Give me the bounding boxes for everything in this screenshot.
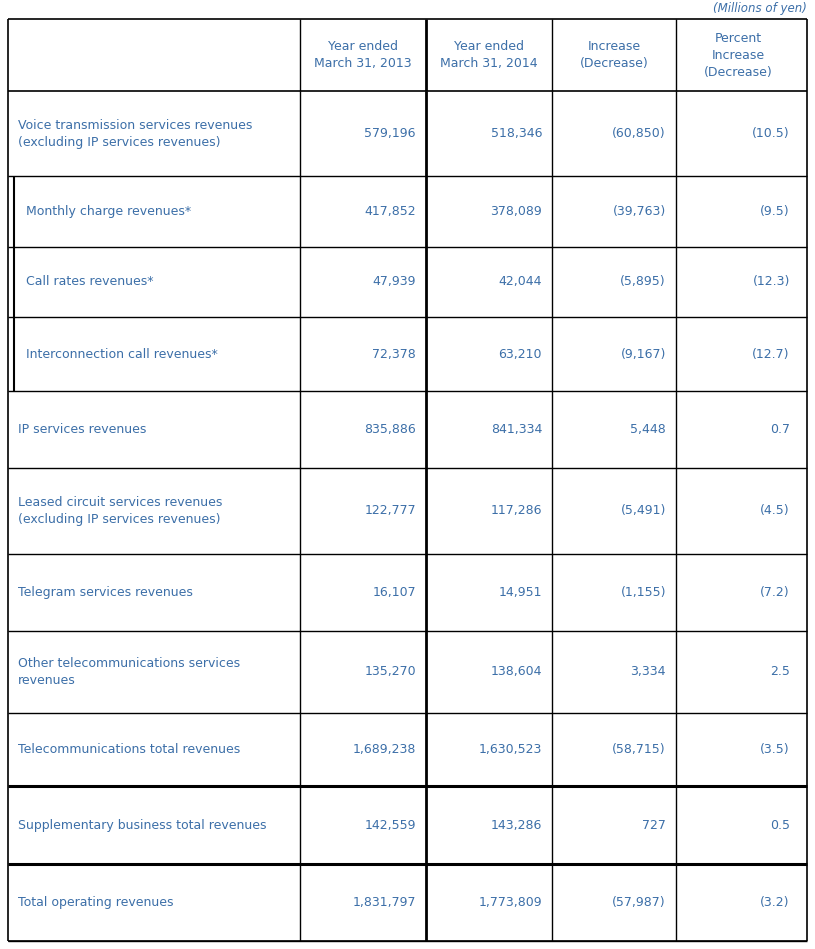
Text: (3.5): (3.5) <box>760 743 790 756</box>
Text: (12.3): (12.3) <box>752 275 790 288</box>
Text: (39,763): (39,763) <box>613 205 666 218</box>
Text: Telegram services revenues: Telegram services revenues <box>18 586 193 599</box>
Text: 835,886: 835,886 <box>364 423 416 437</box>
Text: Interconnection call revenues*: Interconnection call revenues* <box>26 347 218 361</box>
Text: 841,334: 841,334 <box>491 423 542 437</box>
Text: 1,831,797: 1,831,797 <box>352 896 416 909</box>
Text: 0.5: 0.5 <box>770 819 790 831</box>
Text: (7.2): (7.2) <box>760 586 790 599</box>
Text: Monthly charge revenues*: Monthly charge revenues* <box>26 205 192 218</box>
Text: 1,773,809: 1,773,809 <box>478 896 542 909</box>
Text: IP services revenues: IP services revenues <box>18 423 147 437</box>
Text: 378,089: 378,089 <box>491 205 542 218</box>
Text: 138,604: 138,604 <box>491 665 542 679</box>
Text: 0.7: 0.7 <box>770 423 790 437</box>
Text: (5,895): (5,895) <box>620 275 666 288</box>
Text: (10.5): (10.5) <box>752 127 790 140</box>
Text: (4.5): (4.5) <box>760 504 790 517</box>
Text: (9.5): (9.5) <box>760 205 790 218</box>
Text: 72,378: 72,378 <box>372 347 416 361</box>
Text: (3.2): (3.2) <box>760 896 790 909</box>
Text: Supplementary business total revenues: Supplementary business total revenues <box>18 819 267 831</box>
Text: 1,630,523: 1,630,523 <box>478 743 542 756</box>
Text: Increase
(Decrease): Increase (Decrease) <box>579 40 649 70</box>
Text: Total operating revenues: Total operating revenues <box>18 896 174 909</box>
Text: (57,987): (57,987) <box>612 896 666 909</box>
Text: Telecommunications total revenues: Telecommunications total revenues <box>18 743 240 756</box>
Text: 5,448: 5,448 <box>630 423 666 437</box>
Text: 3,334: 3,334 <box>631 665 666 679</box>
Text: Call rates revenues*: Call rates revenues* <box>26 275 153 288</box>
Text: Other telecommunications services
revenues: Other telecommunications services revenu… <box>18 657 240 687</box>
Text: 122,777: 122,777 <box>364 504 416 517</box>
Text: 142,559: 142,559 <box>364 819 416 831</box>
Text: 1,689,238: 1,689,238 <box>353 743 416 756</box>
Text: 518,346: 518,346 <box>491 127 542 140</box>
Text: Leased circuit services revenues
(excluding IP services revenues): Leased circuit services revenues (exclud… <box>18 496 222 526</box>
Text: 47,939: 47,939 <box>372 275 416 288</box>
Text: (9,167): (9,167) <box>620 347 666 361</box>
Text: Percent
Increase
(Decrease): Percent Increase (Decrease) <box>703 31 773 79</box>
Text: 14,951: 14,951 <box>499 586 542 599</box>
Text: 42,044: 42,044 <box>499 275 542 288</box>
Text: Voice transmission services revenues
(excluding IP services revenues): Voice transmission services revenues (ex… <box>18 119 253 149</box>
Text: (5,491): (5,491) <box>620 504 666 517</box>
Text: (12.7): (12.7) <box>752 347 790 361</box>
Text: 2.5: 2.5 <box>770 665 790 679</box>
Text: (60,850): (60,850) <box>612 127 666 140</box>
Text: 417,852: 417,852 <box>364 205 416 218</box>
Text: 143,286: 143,286 <box>491 819 542 831</box>
Text: Year ended
March 31, 2014: Year ended March 31, 2014 <box>440 40 538 70</box>
Text: 135,270: 135,270 <box>364 665 416 679</box>
Text: 63,210: 63,210 <box>499 347 542 361</box>
Text: 579,196: 579,196 <box>364 127 416 140</box>
Text: 117,286: 117,286 <box>491 504 542 517</box>
Text: 727: 727 <box>642 819 666 831</box>
Text: 16,107: 16,107 <box>372 586 416 599</box>
Text: (1,155): (1,155) <box>620 586 666 599</box>
Text: (58,715): (58,715) <box>612 743 666 756</box>
Text: (Millions of yen): (Millions of yen) <box>713 2 807 15</box>
Text: Year ended
March 31, 2013: Year ended March 31, 2013 <box>314 40 412 70</box>
